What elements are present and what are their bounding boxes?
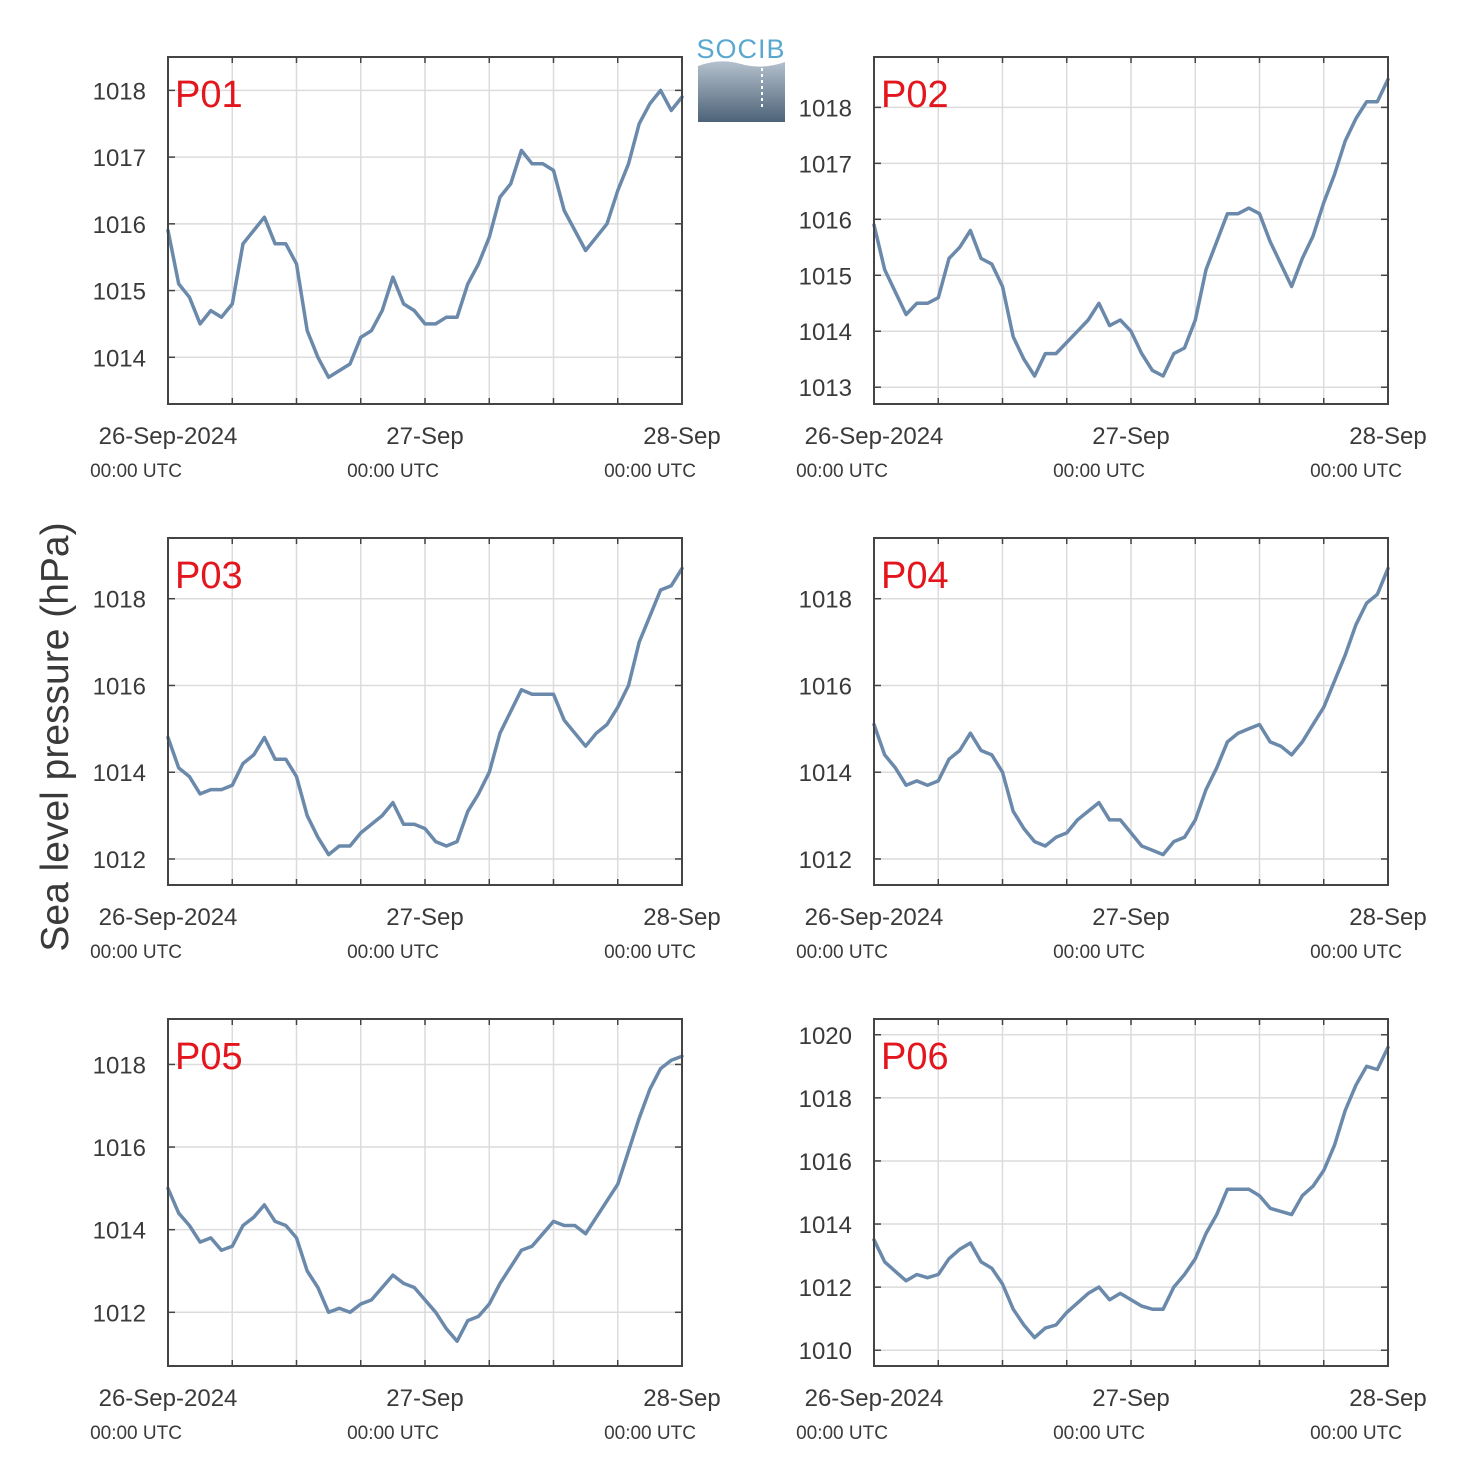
chart-panel-p03: 1012 1014 1016 1018 P03 26-Sep-2024 00:00 UTC 2… — [90, 537, 721, 963]
panel-label: P04 — [881, 555, 949, 597]
y-tick-label: 1017 — [799, 151, 852, 178]
x-tick-time-label: 00:00 UTC — [90, 1423, 182, 1444]
x-tick-time-label: 00:00 UTC — [1310, 942, 1402, 963]
chart-panel-p02: 1013 1014 1015 1016 1017 1018 P02 26-Sep-2024 00… — [796, 56, 1427, 482]
x-tick-time-label: 00:00 UTC — [1310, 1423, 1402, 1444]
x-tick-time-label: 00:00 UTC — [347, 461, 439, 482]
x-tick-time-label: 00:00 UTC — [1053, 461, 1145, 482]
plot-frame — [167, 537, 683, 886]
x-tick-time-label: 00:00 UTC — [796, 942, 888, 963]
y-tick-label: 1016 — [93, 212, 146, 239]
x-tick-date-label: 26-Sep-2024 — [805, 423, 944, 450]
panel-label: P05 — [175, 1036, 243, 1078]
y-tick-label: 1014 — [799, 319, 852, 346]
chart-panels: 1014 1015 1016 1017 1018 P01 26-Sep-2024 00:00 … — [90, 56, 1427, 1444]
y-tick-label: 1018 — [799, 1086, 852, 1113]
y-tick-label: 1018 — [799, 587, 852, 614]
logo-wordmark: SOCIB — [696, 34, 785, 64]
x-tick-time-label: 00:00 UTC — [796, 1423, 888, 1444]
chart-panel-p01: 1014 1015 1016 1017 1018 P01 26-Sep-2024 00:00 … — [90, 56, 721, 482]
y-tick-label: 1018 — [93, 78, 146, 105]
plot-frame — [873, 56, 1389, 405]
plot-frame — [873, 1018, 1389, 1367]
plot-frame — [167, 1018, 683, 1367]
x-tick-date-label: 28-Sep — [643, 423, 720, 450]
y-tick-label: 1012 — [799, 1275, 852, 1302]
x-tick-date-label: 26-Sep-2024 — [805, 904, 944, 931]
x-tick-time-label: 00:00 UTC — [347, 942, 439, 963]
y-tick-label: 1020 — [799, 1023, 852, 1050]
x-tick-date-label: 27-Sep — [1092, 423, 1169, 450]
y-tick-label: 1015 — [799, 263, 852, 290]
plot-frame — [873, 537, 1389, 886]
x-tick-date-label: 28-Sep — [643, 1385, 720, 1412]
x-tick-time-label: 00:00 UTC — [796, 461, 888, 482]
y-tick-label: 1016 — [93, 1135, 146, 1162]
y-tick-label: 1010 — [799, 1338, 852, 1365]
x-tick-date-label: 26-Sep-2024 — [99, 423, 238, 450]
x-tick-time-label: 00:00 UTC — [347, 1423, 439, 1444]
x-tick-time-label: 00:00 UTC — [90, 942, 182, 963]
x-tick-time-label: 00:00 UTC — [604, 942, 696, 963]
x-tick-date-label: 26-Sep-2024 — [99, 904, 238, 931]
x-tick-date-label: 27-Sep — [1092, 1385, 1169, 1412]
y-tick-label: 1018 — [799, 95, 852, 122]
chart-panel-p05: 1012 1014 1016 1018 P05 26-Sep-2024 00:00 UTC 2… — [90, 1018, 721, 1444]
y-axis-label: Sea level pressure (hPa) — [34, 522, 77, 951]
y-tick-label: 1014 — [93, 760, 146, 787]
panel-label: P06 — [881, 1036, 949, 1078]
x-tick-date-label: 28-Sep — [1349, 1385, 1426, 1412]
plot-frame — [167, 56, 683, 405]
x-tick-date-label: 28-Sep — [1349, 423, 1426, 450]
y-tick-label: 1014 — [93, 1218, 146, 1245]
panel-label: P01 — [175, 74, 243, 116]
pressure-series-line — [166, 566, 684, 857]
y-tick-label: 1016 — [799, 1149, 852, 1176]
y-tick-label: 1018 — [93, 587, 146, 614]
y-tick-label: 1014 — [93, 345, 146, 372]
pressure-series-line — [166, 1054, 684, 1343]
logo-wave-icon — [698, 61, 785, 122]
pressure-series-line — [872, 566, 1390, 857]
x-tick-time-label: 00:00 UTC — [604, 461, 696, 482]
y-tick-label: 1015 — [93, 279, 146, 306]
y-tick-label: 1012 — [93, 1300, 146, 1327]
y-tick-label: 1014 — [799, 1212, 852, 1239]
x-tick-date-label: 27-Sep — [386, 904, 463, 931]
socib-logo: SOCIB — [696, 34, 785, 122]
x-tick-date-label: 28-Sep — [643, 904, 720, 931]
pressure-series-line — [872, 77, 1390, 378]
y-tick-label: 1012 — [93, 847, 146, 874]
x-tick-date-label: 27-Sep — [1092, 904, 1169, 931]
x-tick-date-label: 27-Sep — [386, 1385, 463, 1412]
y-tick-label: 1012 — [799, 847, 852, 874]
pressure-series-line — [166, 88, 684, 380]
x-tick-time-label: 00:00 UTC — [1053, 942, 1145, 963]
x-tick-time-label: 00:00 UTC — [90, 461, 182, 482]
y-tick-label: 1016 — [799, 673, 852, 700]
x-tick-date-label: 28-Sep — [1349, 904, 1426, 931]
x-tick-date-label: 26-Sep-2024 — [805, 1385, 944, 1412]
y-tick-label: 1016 — [93, 673, 146, 700]
x-tick-time-label: 00:00 UTC — [604, 1423, 696, 1444]
chart-panel-p06: 1010 1012 1014 1016 1018 1020 P06 26-Sep-2024 00… — [796, 1018, 1427, 1444]
x-tick-date-label: 26-Sep-2024 — [99, 1385, 238, 1412]
panel-label: P02 — [881, 74, 949, 116]
y-tick-label: 1013 — [799, 375, 852, 402]
y-tick-label: 1017 — [93, 145, 146, 172]
x-tick-date-label: 27-Sep — [386, 423, 463, 450]
y-tick-label: 1014 — [799, 760, 852, 787]
chart-panel-p04: 1012 1014 1016 1018 P04 26-Sep-2024 00:00 UTC 2… — [796, 537, 1427, 963]
pressure-series-line — [872, 1045, 1390, 1340]
x-tick-time-label: 00:00 UTC — [1053, 1423, 1145, 1444]
y-tick-label: 1018 — [93, 1052, 146, 1079]
panel-label: P03 — [175, 555, 243, 597]
x-tick-time-label: 00:00 UTC — [1310, 461, 1402, 482]
y-tick-label: 1016 — [799, 207, 852, 234]
